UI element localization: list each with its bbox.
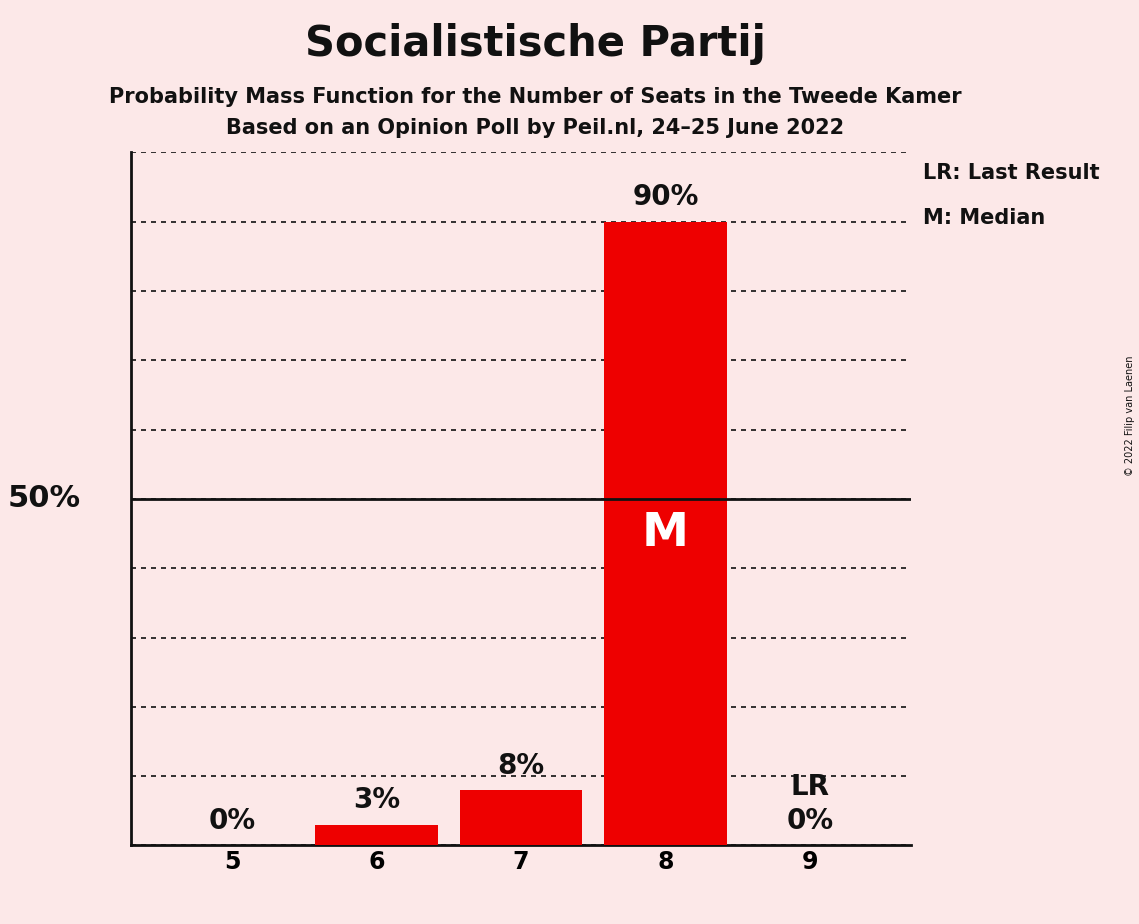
Text: 3%: 3% — [353, 786, 400, 814]
Text: M: M — [642, 511, 689, 556]
Text: 8%: 8% — [498, 751, 544, 780]
Text: 0%: 0% — [787, 807, 834, 835]
Text: 90%: 90% — [632, 183, 698, 212]
Text: LR: LR — [790, 772, 829, 800]
Bar — [604, 222, 727, 845]
Text: Socialistische Partij: Socialistische Partij — [305, 23, 765, 65]
Bar — [316, 825, 439, 845]
Text: 0%: 0% — [208, 807, 255, 835]
Text: 50%: 50% — [7, 484, 80, 514]
Text: Based on an Opinion Poll by Peil.nl, 24–25 June 2022: Based on an Opinion Poll by Peil.nl, 24–… — [227, 118, 844, 139]
Text: LR: Last Result: LR: Last Result — [923, 163, 1099, 183]
Bar — [460, 790, 582, 845]
Text: M: Median: M: Median — [923, 208, 1046, 228]
Text: Probability Mass Function for the Number of Seats in the Tweede Kamer: Probability Mass Function for the Number… — [109, 87, 961, 107]
Text: © 2022 Filip van Laenen: © 2022 Filip van Laenen — [1125, 356, 1134, 476]
